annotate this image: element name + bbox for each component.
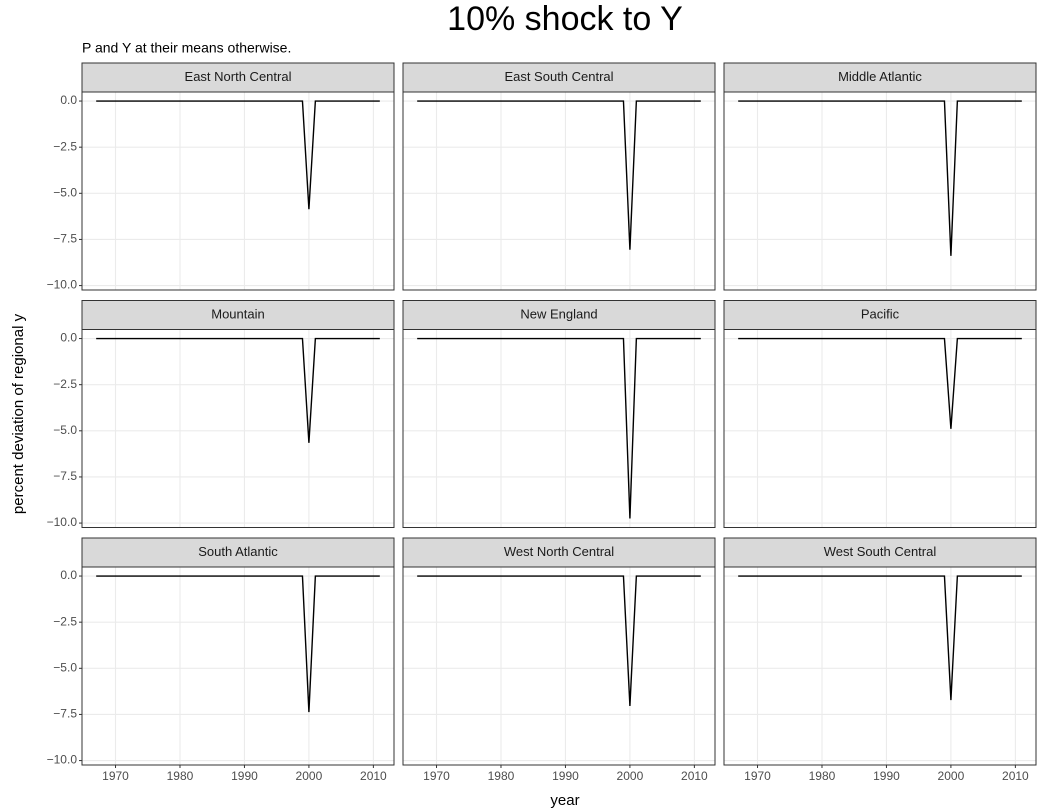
y-tick-label: −5.0 xyxy=(53,660,77,674)
panel-border xyxy=(402,91,716,291)
facet-strip xyxy=(723,62,1037,93)
panel-border xyxy=(723,329,1037,528)
y-tick-label: −7.5 xyxy=(53,469,77,483)
x-axis-label: year xyxy=(550,792,579,809)
facet-label: West North Central xyxy=(504,544,614,559)
data-line xyxy=(96,337,380,443)
x-tick-label: 2010 xyxy=(681,769,708,783)
facet-strip xyxy=(81,300,395,330)
data-line xyxy=(96,575,380,713)
y-tick-label: −10.0 xyxy=(47,278,78,292)
panel-border xyxy=(723,566,1037,766)
chart-subtitle: P and Y at their means otherwise. xyxy=(82,40,291,56)
facet-strip xyxy=(402,537,716,568)
y-tick-label: −5.0 xyxy=(53,185,77,199)
y-tick-label: 0.0 xyxy=(60,568,77,582)
x-tick-label: 1970 xyxy=(423,769,450,783)
facet-label: South Atlantic xyxy=(198,544,278,559)
y-tick-label: −7.5 xyxy=(53,707,77,721)
x-tick-label: 1990 xyxy=(873,769,900,783)
y-tick-label: 0.0 xyxy=(60,331,77,345)
panel xyxy=(724,567,1036,765)
y-tick-label: −2.5 xyxy=(53,377,77,391)
data-line xyxy=(96,100,380,210)
panel xyxy=(724,329,1036,528)
data-line xyxy=(738,575,1022,701)
y-axis-label: percent deviation of regional y xyxy=(10,313,27,514)
panel-border xyxy=(402,566,716,766)
panel-border xyxy=(81,91,395,291)
panel xyxy=(82,567,394,765)
facet-strip xyxy=(81,62,395,93)
y-tick-label: −2.5 xyxy=(53,614,77,628)
y-tick-label: −10.0 xyxy=(47,753,78,767)
x-tick-label: 1990 xyxy=(231,769,258,783)
y-tick-label: 0.0 xyxy=(60,93,77,107)
data-line xyxy=(417,337,701,519)
facet-label: Pacific xyxy=(861,306,900,321)
facet-label: West South Central xyxy=(824,544,937,559)
data-line xyxy=(417,100,701,250)
facet-strip xyxy=(402,300,716,330)
x-tick-label: 2010 xyxy=(1002,769,1029,783)
y-tick-label: −2.5 xyxy=(53,139,77,153)
x-tick-label: 1980 xyxy=(167,769,194,783)
data-line xyxy=(738,337,1022,429)
panel xyxy=(403,92,715,290)
data-line xyxy=(417,575,701,706)
data-line xyxy=(738,100,1022,256)
x-tick-label: 1980 xyxy=(488,769,515,783)
panel-border xyxy=(81,566,395,766)
facet-label: Mountain xyxy=(211,306,264,321)
x-tick-label: 2000 xyxy=(617,769,644,783)
x-tick-label: 2010 xyxy=(360,769,387,783)
panel-border xyxy=(723,91,1037,291)
facet-strip xyxy=(723,537,1037,568)
x-tick-label: 1970 xyxy=(744,769,771,783)
x-tick-label: 1970 xyxy=(102,769,129,783)
panel-border xyxy=(402,329,716,528)
panel xyxy=(82,329,394,528)
x-tick-label: 2000 xyxy=(296,769,323,783)
panel xyxy=(403,329,715,528)
facet-label: New England xyxy=(520,306,597,321)
panel xyxy=(403,567,715,765)
facet-label: Middle Atlantic xyxy=(838,69,922,84)
y-tick-label: −7.5 xyxy=(53,232,77,246)
facet-strip xyxy=(81,537,395,568)
facet-label: East North Central xyxy=(185,69,292,84)
x-tick-label: 2000 xyxy=(938,769,965,783)
x-tick-label: 1980 xyxy=(809,769,836,783)
chart-title: 10% shock to Y xyxy=(447,0,683,38)
panel xyxy=(82,92,394,290)
y-tick-label: −10.0 xyxy=(47,515,78,529)
panel xyxy=(724,92,1036,290)
panel-border xyxy=(81,329,395,528)
facet-label: East South Central xyxy=(504,69,613,84)
x-tick-label: 1990 xyxy=(552,769,579,783)
y-tick-label: −5.0 xyxy=(53,423,77,437)
